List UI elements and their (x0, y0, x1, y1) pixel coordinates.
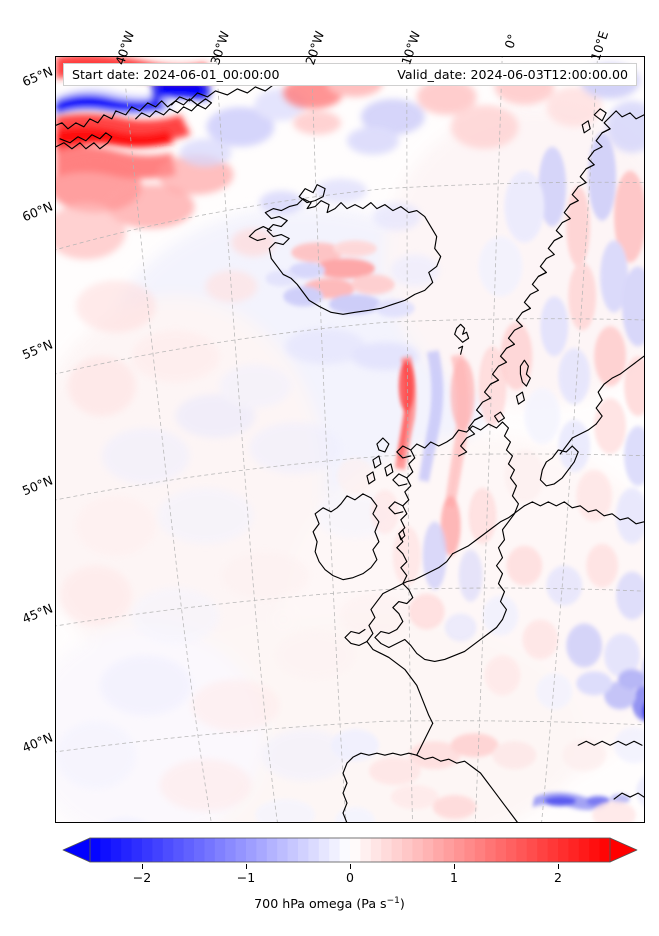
omega-field (56, 57, 644, 822)
cb-tick-label-0: 0 (346, 870, 354, 885)
date-annotation-box: Start date: 2024-06-01_00:00:00 Valid_da… (63, 63, 637, 86)
lat-tick-50N: 50°N (19, 472, 55, 499)
lat-tick-40N: 40°N (19, 729, 55, 756)
colorbar-gradient (62, 837, 638, 863)
cb-tick-label-neg1: −1 (236, 870, 256, 885)
colorbar: −2 −1 0 1 2 (55, 836, 645, 885)
map-plot-area (55, 56, 645, 823)
lon-tick-20E: 20°E (649, 29, 659, 157)
lat-tick-65N: 65°N (19, 63, 55, 90)
colorbar-label-suffix: ) (399, 896, 405, 912)
lat-tick-60N: 60°N (19, 198, 55, 225)
cb-tick-mark-0 (142, 864, 143, 869)
cb-tick-mark-4 (558, 864, 559, 869)
cb-tick-label-1: 1 (450, 870, 458, 885)
colorbar-axis-label: 700 hPa omega (Pa s−1) (0, 896, 659, 911)
cb-tick-mark-1 (246, 864, 247, 869)
lat-tick-45N: 45°N (19, 600, 55, 627)
cb-tick-label-2: 2 (554, 870, 562, 885)
colorbar-label-prefix: 700 hPa omega (Pa s (254, 896, 387, 912)
cb-tick-mark-2 (350, 864, 351, 869)
cb-tick-label-neg2: −2 (132, 870, 152, 885)
valid-date-label: Valid_date: 2024-06-03T12:00:00.00 (397, 67, 628, 82)
colorbar-label-exponent: −1 (386, 896, 400, 906)
cb-tick-mark-3 (454, 864, 455, 869)
lat-tick-55N: 55°N (19, 336, 55, 363)
start-date-label: Start date: 2024-06-01_00:00:00 (72, 67, 280, 82)
